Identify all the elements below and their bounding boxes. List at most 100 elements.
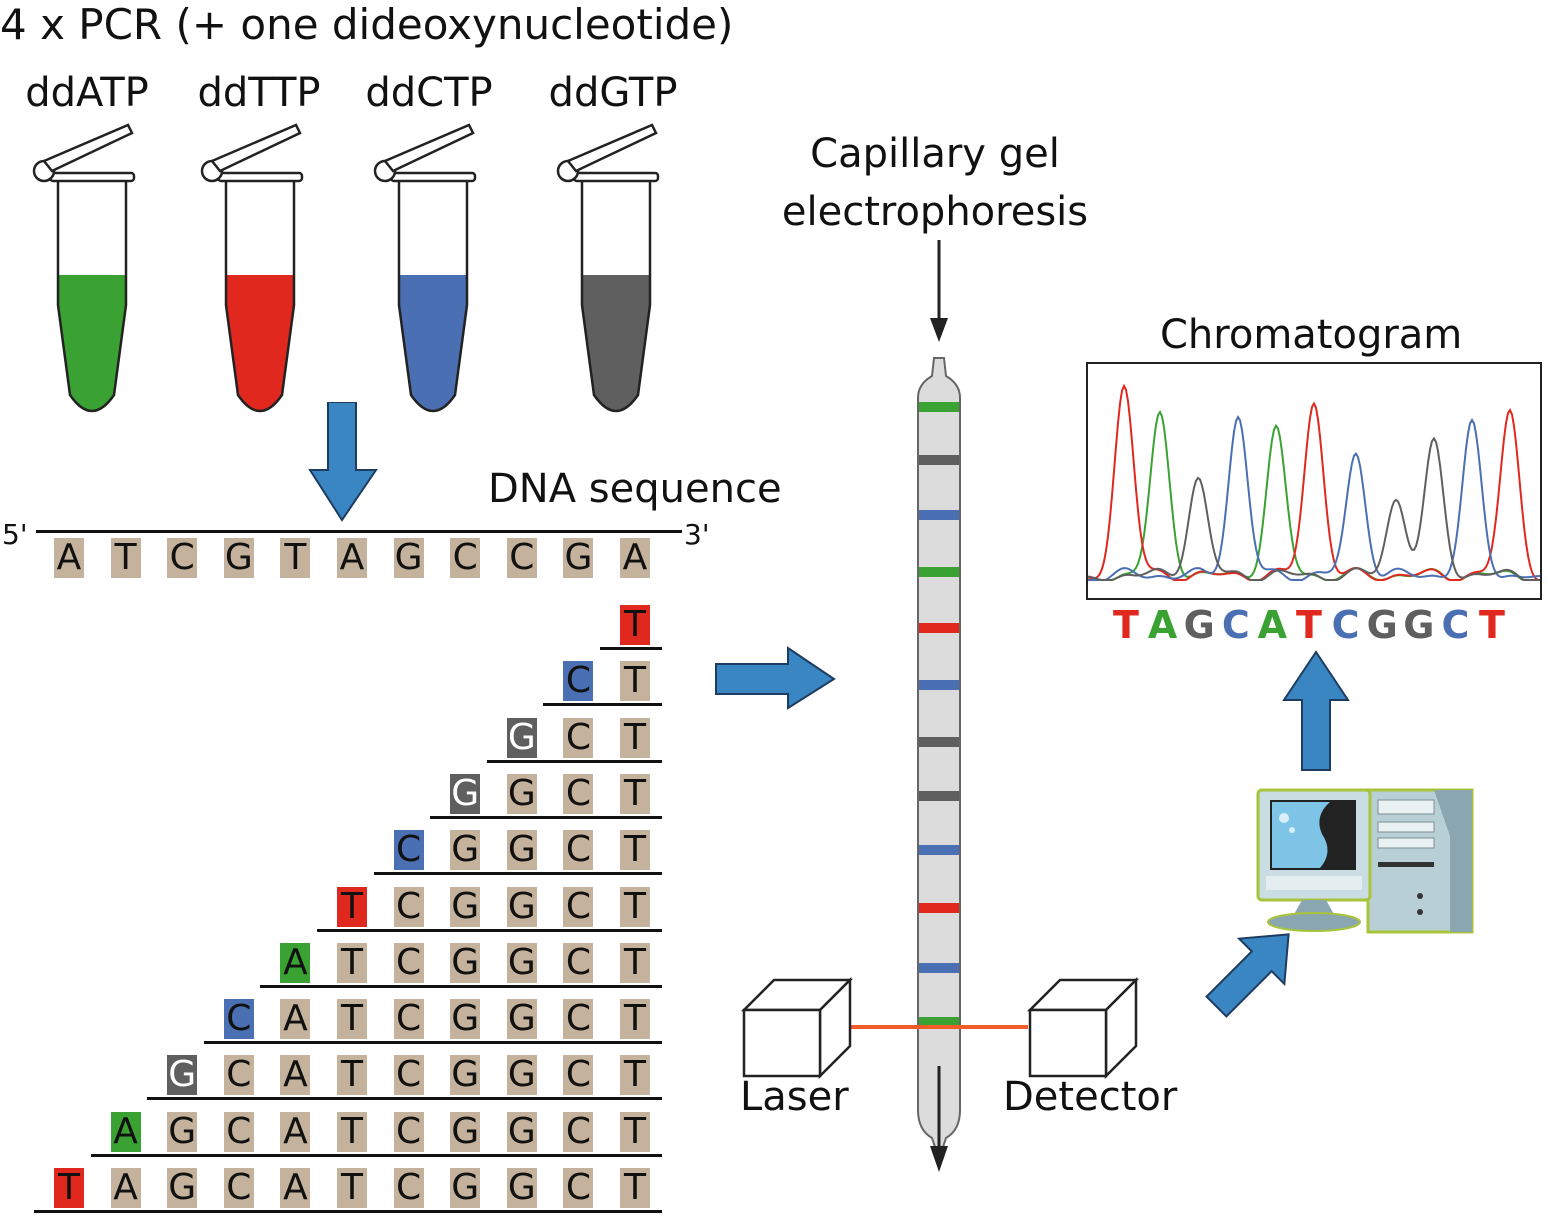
template-strand-line (36, 530, 682, 533)
gel-band (919, 963, 959, 973)
fragment-base: C (393, 886, 424, 927)
tube-label-ddctp: ddCTP (365, 70, 493, 116)
gel-band (919, 402, 959, 412)
fragment-line (147, 1097, 662, 1101)
fragment-base: C (563, 830, 594, 871)
diagonal-arrow-icon (1205, 933, 1290, 1018)
fragment-base: T (620, 1168, 650, 1208)
fragment-base: C (563, 886, 594, 927)
test-tube-icon (373, 123, 477, 413)
fragment-base: G (167, 1110, 198, 1152)
base-call: G (1403, 603, 1435, 647)
fragment-base: C (563, 1111, 594, 1152)
fragment-base: G (506, 1167, 537, 1208)
base-call: T (1296, 603, 1322, 647)
fragment-base: C (393, 999, 424, 1040)
capillary-label-line2: electrophoresis (781, 189, 1089, 235)
fragment-base: G (450, 998, 481, 1040)
base-call: C (1221, 603, 1250, 647)
five-prime-label: 5' (2, 518, 28, 551)
fragment-base: T (620, 999, 650, 1040)
base-call: G (1183, 603, 1215, 647)
template-base: G (393, 537, 424, 578)
figure-title: 4 x PCR (+ one dideoxynucleotide) (0, 0, 734, 49)
test-tube-icon (200, 123, 304, 413)
dideoxy-terminator-base: C (563, 661, 594, 702)
fragment-base: C (223, 1055, 254, 1096)
fragment-base: C (223, 1111, 254, 1152)
fragment-line (486, 759, 662, 763)
fragment-base: C (563, 1055, 594, 1096)
template-base: C (167, 538, 198, 578)
fragment-base: T (337, 1168, 367, 1208)
capillary-tube (917, 357, 961, 1151)
trace-C (1088, 414, 1541, 581)
fragment-base: G (506, 885, 537, 927)
dideoxy-terminator-base: A (280, 942, 311, 983)
fragment-base: G (506, 772, 537, 814)
fragment-base: A (110, 1168, 141, 1208)
gel-band (919, 510, 959, 520)
dideoxy-terminator-base: T (54, 1168, 84, 1208)
fragment-base: T (620, 830, 650, 871)
fragment-line (34, 1210, 662, 1213)
fragment-base: G (506, 829, 537, 871)
chromatogram-heading: Chromatogram (1160, 312, 1463, 358)
fragment-base: G (450, 1054, 481, 1096)
dideoxy-terminator-base: G (450, 772, 481, 814)
gel-band (919, 567, 959, 577)
base-call: T (1113, 603, 1139, 647)
template-base: A (54, 538, 84, 578)
gel-band (919, 845, 959, 855)
fragment-base: T (620, 717, 650, 758)
up-arrow-icon (1282, 650, 1350, 771)
fragment-line (430, 815, 662, 819)
fragment-base: T (620, 661, 650, 702)
detector-box-icon (1026, 976, 1140, 1080)
fragment-line (600, 647, 662, 650)
fragment-line (317, 928, 662, 932)
gel-band (919, 680, 959, 690)
template-base: G (223, 537, 254, 578)
fragment-base: G (450, 941, 481, 983)
tube-label-ddgtp: ddGTP (548, 70, 678, 116)
fragment-base: T (620, 773, 650, 814)
fragment-base: T (620, 1111, 650, 1152)
fragment-base: T (337, 999, 367, 1040)
fragment-line (260, 984, 662, 988)
dideoxy-terminator-base: T (337, 886, 367, 927)
dna-sequence-heading: DNA sequence (488, 466, 782, 512)
fragment-base: G (167, 1167, 198, 1208)
fragment-base: T (620, 1055, 650, 1096)
fragment-line (543, 703, 662, 707)
chromatogram-plot (1086, 362, 1542, 600)
fragment-base: C (223, 1168, 254, 1208)
fragment-base: C (393, 942, 424, 983)
trace-G (1087, 436, 1540, 581)
template-base: A (620, 538, 650, 578)
test-tube-icon (556, 123, 660, 413)
gel-band (919, 1017, 959, 1027)
base-call: A (1147, 603, 1178, 647)
gel-band (919, 455, 959, 465)
laser-label: Laser (740, 1074, 849, 1120)
fragment-base: T (337, 942, 367, 983)
fragment-base: A (280, 1168, 311, 1208)
fragment-base: A (280, 1111, 311, 1152)
template-base: C (506, 538, 537, 578)
computer-icon (1256, 788, 1474, 934)
laser-box-icon (740, 976, 854, 1080)
fragment-base: A (280, 1055, 311, 1096)
template-base: G (563, 537, 594, 578)
gel-band (919, 623, 959, 633)
detector-label: Detector (1003, 1074, 1178, 1120)
template-base: T (110, 538, 141, 578)
base-call: C (1331, 603, 1360, 647)
fragment-base: T (337, 1111, 367, 1152)
test-tubes (32, 123, 660, 413)
right-arrow-icon (715, 646, 836, 710)
fragment-base: C (563, 1168, 594, 1208)
dideoxy-terminator-base: G (167, 1054, 198, 1096)
template-base: C (450, 538, 481, 578)
dideoxy-terminator-base: C (223, 999, 254, 1040)
